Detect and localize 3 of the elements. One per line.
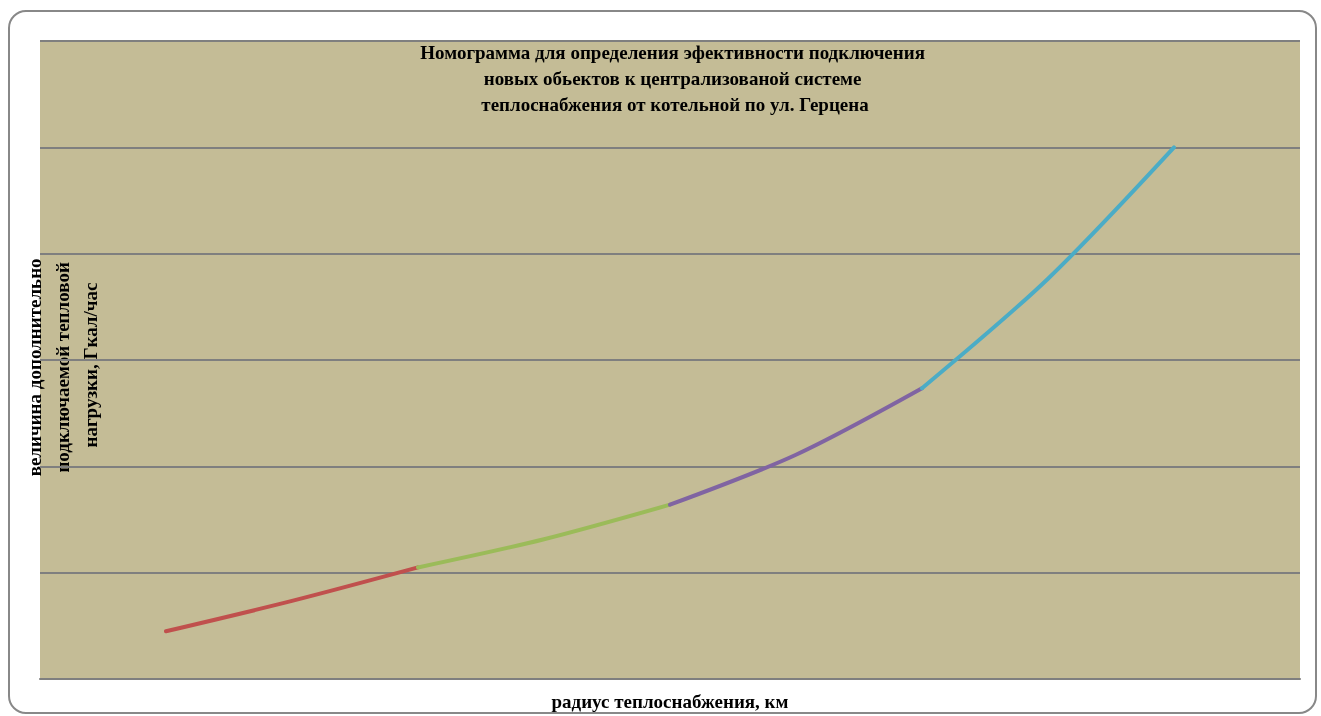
chart-title: Номограмма для определения эфективности подключения новых обьектов к централизованой системе теплоснабжения от котельной по ул. Герцена [420, 41, 930, 115]
y-axis-title: величина дополнительно подключаемой тепловой нагрузки, Гкал/час [23, 253, 101, 477]
x-axis-title: радиус теплоснабжения, км [551, 691, 789, 712]
